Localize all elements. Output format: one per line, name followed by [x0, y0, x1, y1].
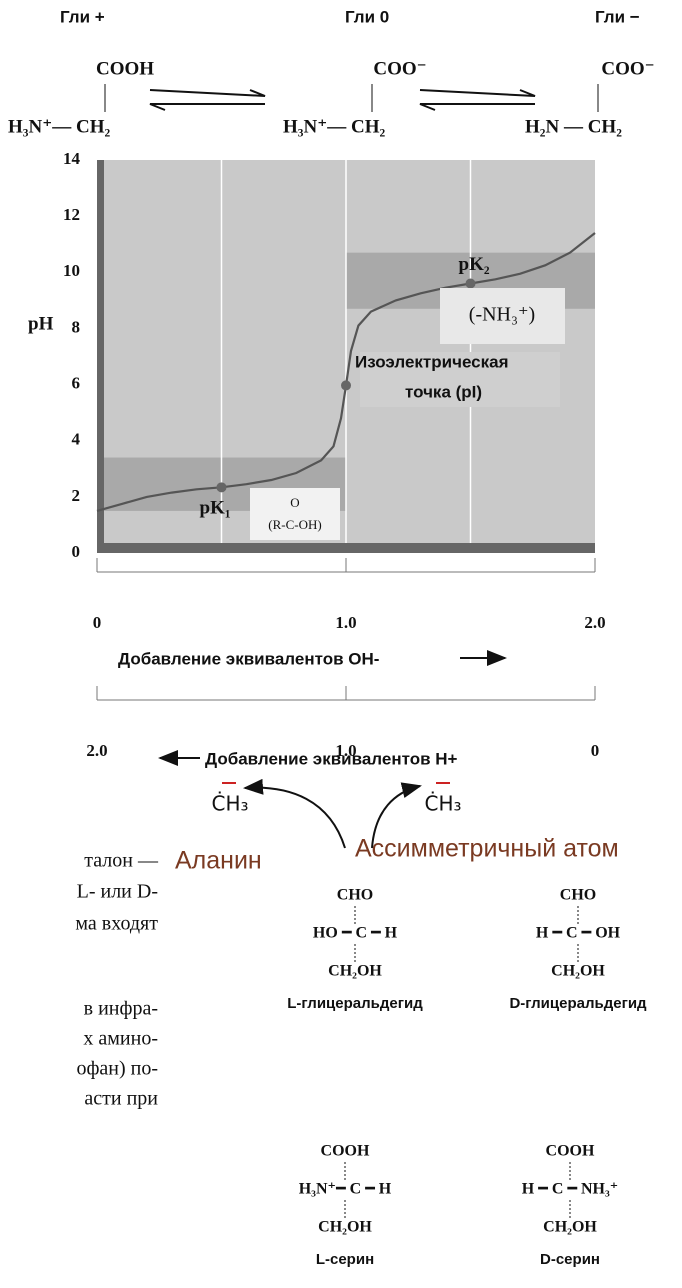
annotation: точка (pI) [405, 382, 482, 401]
formula: H₂N — CH₂ [525, 116, 622, 137]
x2-tick-label: 0 [591, 741, 600, 760]
body-text-line: L- или D- [77, 881, 158, 903]
annotation: (-NH₃⁺) [469, 304, 535, 326]
point-label: pK₁ [200, 498, 231, 519]
formula: COOH [546, 1143, 595, 1160]
point [465, 278, 476, 289]
formula: HO ━ C ━ H [313, 925, 398, 942]
label: Ассимметричный атом [355, 835, 619, 863]
arrow [243, 778, 346, 849]
y-tick-label: 8 [72, 317, 81, 336]
annotation-box [440, 288, 565, 344]
formula: COOH [96, 58, 154, 79]
formulas: CHO HO ━ C ━ H CH₂OH L-глицеральдегид CHO H ━… [287, 887, 647, 1268]
y-tick-label: 14 [63, 149, 81, 168]
formula: H ━ C ━ NH₃⁺ [522, 1181, 619, 1198]
body-text-line: в инфра- [84, 998, 158, 1020]
x2-tick-label: 1.0 [335, 741, 356, 760]
body-text-line: ма входят [75, 913, 158, 935]
annotation-box [360, 352, 560, 407]
label: Аланин [175, 847, 262, 875]
annotation: (R-C-OH) [268, 517, 321, 532]
formula: COOH [321, 1143, 370, 1160]
arrow [371, 782, 422, 849]
plot [96, 160, 596, 553]
species: Гли + [60, 7, 105, 26]
formula: CHO [560, 887, 596, 904]
x2-axis-label: Добавление эквивалентов H+ [205, 749, 458, 768]
x-axis-label: Добавление эквивалентов OH- [118, 649, 379, 668]
formula: ĊH₃ [424, 792, 461, 816]
y-tick-label: 12 [63, 205, 80, 224]
formula: COO⁻ [601, 58, 654, 79]
point-label: pK₂ [459, 254, 490, 275]
species: Гли − [595, 7, 640, 26]
formula: ĊH₃ [211, 792, 248, 816]
axis-strip [97, 160, 104, 553]
body-text-line: асти при [84, 1088, 158, 1110]
formula: H₃N⁺— CH₂ [283, 116, 385, 137]
compound-name: D-глицеральдегид [509, 995, 647, 1012]
body-text-line: талон — [84, 850, 159, 872]
formula: CH₂OH [543, 1219, 597, 1236]
compound-name: L-серин [316, 1251, 374, 1268]
formula: CH₂OH [318, 1219, 372, 1236]
equilibrium-arrows [149, 89, 536, 111]
annotation-box [250, 488, 340, 540]
y-tick-label: 4 [72, 430, 81, 449]
x2-tick-label: 2.0 [86, 741, 107, 760]
formula: H₃N⁺━ C ━ H [299, 1181, 392, 1198]
body-text: талон — L- или D-ма входят в инфра-х амино… [75, 850, 159, 1110]
formula: CHO [337, 887, 373, 904]
x-tick-label: 2.0 [584, 613, 605, 632]
y-tick-label: 6 [72, 373, 81, 392]
annotation: O [290, 495, 299, 510]
formula: H₃N⁺— CH₂ [8, 116, 110, 137]
y-axis-label: pH [28, 313, 54, 334]
formula: H ━ C ━ OH [536, 925, 621, 942]
header: Гли + Гли 0 Гли − COOH COO⁻ COO⁻ H₃N⁺— C… [8, 7, 655, 137]
compound-name: D-серин [540, 1251, 600, 1268]
axis-strip [97, 543, 595, 553]
formula: CH₂OH [328, 963, 382, 980]
point [216, 482, 227, 493]
y-tick-label: 10 [63, 261, 80, 280]
x-tick-label: 1.0 [335, 613, 356, 632]
body-text-line: х амино- [83, 1028, 158, 1050]
x-tick-label: 0 [93, 613, 102, 632]
y-tick-label: 0 [72, 542, 81, 561]
body-text-line: офан) по- [76, 1058, 158, 1080]
formula: COO⁻ [373, 58, 426, 79]
annotation: Изоэлектрическая [355, 352, 509, 371]
species: Гли 0 [345, 7, 389, 26]
compound-name: L-глицеральдегид [287, 995, 423, 1012]
formula: CH₂OH [551, 963, 605, 980]
y-tick-label: 2 [72, 486, 81, 505]
point [341, 380, 351, 391]
